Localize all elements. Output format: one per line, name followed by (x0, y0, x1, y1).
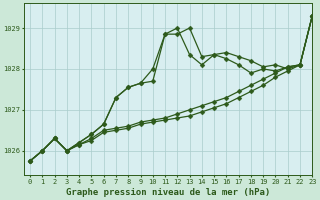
X-axis label: Graphe pression niveau de la mer (hPa): Graphe pression niveau de la mer (hPa) (66, 188, 270, 197)
